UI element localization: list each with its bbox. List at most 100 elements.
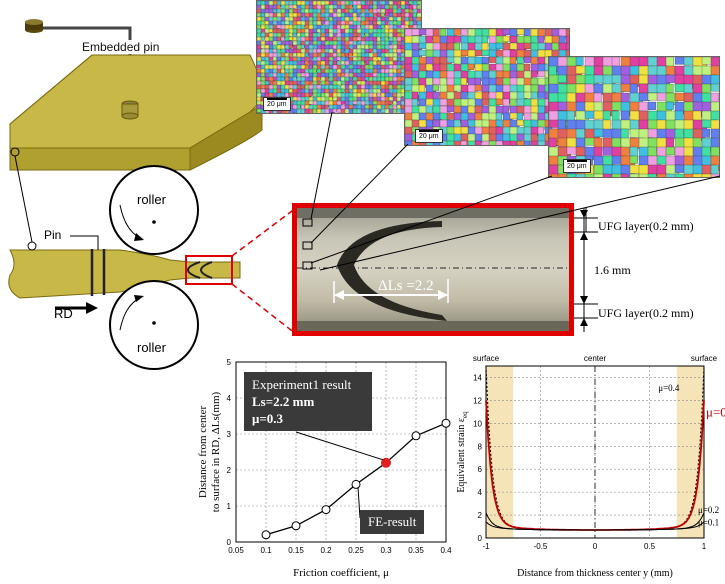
fe-data-point <box>351 479 361 489</box>
ebsd-map-center: 20 μm <box>548 56 720 178</box>
grain <box>530 70 538 78</box>
experiment-callout-mu: μ=0.3 <box>252 411 284 426</box>
series-label: μ=0.4 <box>658 383 680 393</box>
grain <box>602 173 612 177</box>
fe-result-callout: FE-result <box>360 510 425 534</box>
grain <box>376 40 381 45</box>
fe-data-point <box>261 530 271 540</box>
grain <box>257 104 262 110</box>
grain <box>376 8 381 13</box>
x-tick-label: 1 <box>702 542 707 551</box>
y-tick-label: 2 <box>227 466 232 475</box>
grain <box>565 35 569 44</box>
experiment-data-point <box>381 457 391 468</box>
experiment-callout-title: Experiment1 result <box>252 377 352 392</box>
grain <box>276 36 281 42</box>
y-tick-label: 1 <box>227 502 232 511</box>
grain <box>296 80 301 85</box>
grain <box>549 173 561 177</box>
grain <box>276 84 281 90</box>
embedded-pin-label: Embedded pin <box>80 40 162 54</box>
grain <box>620 173 629 177</box>
x-axis-label: Friction coefficient, μ <box>293 567 389 579</box>
grain <box>710 164 719 177</box>
series-line <box>485 521 705 531</box>
grain <box>340 100 345 105</box>
thickness-dimension <box>574 208 598 332</box>
grain <box>324 104 329 109</box>
x-tick-label: 0.3 <box>380 546 392 555</box>
grain <box>316 28 321 33</box>
x-tick-label: 0.5 <box>644 542 656 551</box>
grain <box>656 173 671 177</box>
grain <box>683 173 700 177</box>
thickness-label: 1.6 mm <box>594 263 631 277</box>
y-tick-label: 8 <box>478 442 483 451</box>
grain <box>280 36 285 41</box>
grain <box>557 173 570 177</box>
grain <box>530 133 538 145</box>
grain <box>272 56 277 61</box>
y-axis-label: Equivalent strain εeq <box>456 411 469 493</box>
grain <box>629 155 638 164</box>
ufg-band <box>486 366 514 538</box>
grain <box>611 173 626 177</box>
grain <box>340 52 345 57</box>
y-tick-label: 10 <box>473 419 482 428</box>
grain <box>276 48 281 54</box>
grain <box>264 72 269 77</box>
grain <box>276 56 281 62</box>
fe-data-point <box>291 521 301 531</box>
grain <box>575 57 584 66</box>
delta-ls-label: ΔLs =2.2 <box>378 278 434 294</box>
experiment-pointer <box>295 431 384 461</box>
grain <box>376 60 381 65</box>
grain <box>692 173 706 177</box>
grain <box>380 24 385 29</box>
grain <box>509 140 517 145</box>
grain <box>460 29 468 36</box>
grain <box>701 173 715 177</box>
grain <box>260 72 265 78</box>
grain <box>328 72 333 77</box>
grain <box>364 88 369 93</box>
grain <box>460 140 467 145</box>
scale-label: 20 μm <box>419 133 439 140</box>
grain <box>284 76 289 82</box>
grain <box>272 20 277 26</box>
grain <box>474 140 482 145</box>
grain <box>516 56 524 64</box>
grain <box>264 4 269 9</box>
grain <box>292 36 297 41</box>
y-axis-label: to surface in RD, ΔLs(mm) <box>210 391 222 512</box>
experiment-callout-ls: Ls=2.2 mm <box>252 394 315 409</box>
grain <box>432 84 439 92</box>
grain <box>665 101 674 110</box>
grain <box>268 16 274 22</box>
grain <box>376 92 381 97</box>
scale-label: 20 μm <box>567 163 587 170</box>
grain <box>674 173 685 177</box>
grain <box>710 173 719 177</box>
grain <box>316 80 321 85</box>
grain <box>336 56 341 61</box>
grain <box>647 101 656 111</box>
series-label: μ=0.3 <box>706 404 725 419</box>
grain <box>388 40 393 45</box>
grain <box>467 63 475 70</box>
x-tick-label: 0.35 <box>408 546 424 555</box>
plot-frame <box>485 365 705 539</box>
grain <box>368 108 373 113</box>
grain <box>288 44 293 49</box>
grain <box>280 8 286 14</box>
grain <box>372 12 377 17</box>
grain <box>320 104 325 109</box>
grain <box>565 42 569 52</box>
grain <box>312 108 317 113</box>
grain <box>260 4 266 10</box>
experiment-callout-box: Experiment1 result Ls=2.2 mm μ=0.3 <box>244 372 372 431</box>
grain <box>701 128 711 138</box>
grain <box>453 29 461 36</box>
grain <box>364 76 369 81</box>
